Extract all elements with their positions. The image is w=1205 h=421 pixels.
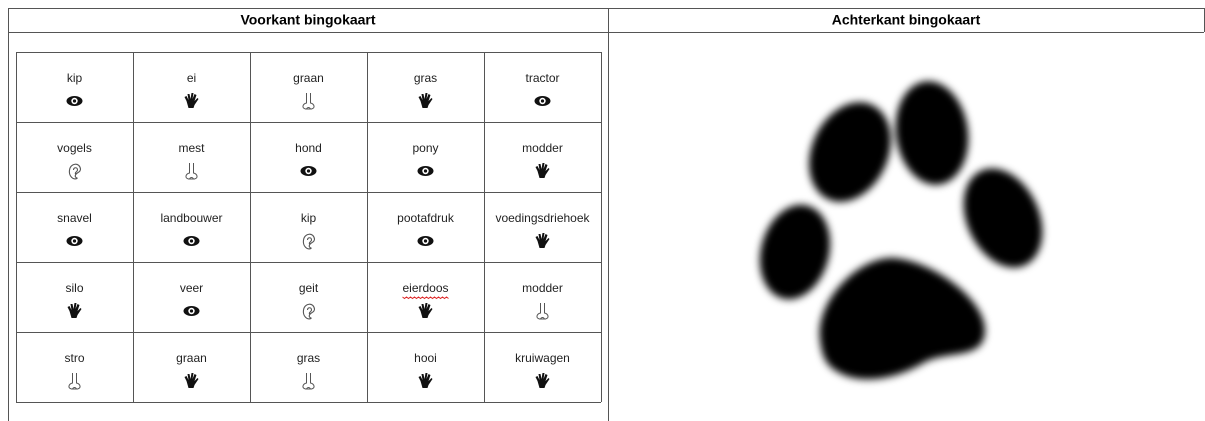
cell-word: geit [299, 281, 319, 295]
eye-pupil [72, 239, 77, 243]
hand-shape [535, 163, 550, 178]
cell-word: kip [301, 211, 317, 225]
hand-icon [418, 303, 433, 318]
nose-shape [185, 163, 198, 180]
eye-icon [66, 96, 83, 106]
eye-pupil [540, 99, 545, 103]
cell-word: gras [297, 351, 320, 365]
cell-word: gras [414, 71, 437, 85]
ear-icon [302, 303, 316, 320]
hand-shape [418, 93, 433, 108]
cell-word: snavel [57, 211, 92, 225]
ear-shape [68, 163, 82, 180]
cell-word: stro [64, 351, 84, 365]
eye-icon [417, 236, 434, 246]
eye-icon [66, 236, 83, 246]
cell-word: graan [293, 71, 324, 85]
eye-pupil [306, 169, 311, 173]
nose-shape [302, 93, 315, 110]
ear-icon [302, 233, 316, 250]
eye-icon [417, 166, 434, 176]
nose-icon [68, 373, 81, 390]
cell-word: mest [178, 141, 205, 155]
cell-word: vogels [57, 141, 92, 155]
cell-word: modder [522, 281, 563, 295]
cell-word: pony [412, 141, 438, 155]
cell-word: eierdoos [402, 281, 448, 295]
eye-icon [183, 306, 200, 316]
cell-word: silo [65, 281, 83, 295]
cell-word: ei [187, 71, 196, 85]
cell-word: graan [176, 351, 207, 365]
back-header: Achterkant bingokaart [832, 12, 981, 28]
nose-shape [68, 373, 81, 390]
hand-shape [184, 373, 199, 388]
hand-icon [184, 93, 199, 108]
cell-word: tractor [525, 71, 559, 85]
hand-icon [418, 93, 433, 108]
cell-word: hond [295, 141, 322, 155]
hand-shape [418, 373, 433, 388]
hand-shape [535, 373, 550, 388]
nose-icon [185, 163, 198, 180]
eye-pupil [189, 239, 194, 243]
hand-shape [67, 303, 82, 318]
spellcheck-squiggle [402, 296, 449, 300]
eye-pupil [189, 309, 194, 313]
nose-icon [302, 373, 315, 390]
eye-pupil [423, 239, 428, 243]
eye-icon [300, 166, 317, 176]
front-header: Voorkant bingokaart [240, 12, 375, 28]
nose-shape [536, 303, 549, 320]
hand-shape [184, 93, 199, 108]
eye-pupil [423, 169, 428, 173]
hand-icon [535, 233, 550, 248]
cell-word: veer [180, 281, 203, 295]
cell-word: kip [67, 71, 83, 85]
cell-word: pootafdruk [397, 211, 455, 225]
cell-word: hooi [414, 351, 437, 365]
eye-pupil [72, 99, 77, 103]
ear-icon [68, 163, 82, 180]
hand-icon [418, 373, 433, 388]
hand-icon [184, 373, 199, 388]
ear-shape [302, 303, 316, 320]
hand-icon [67, 303, 82, 318]
nose-icon [302, 93, 315, 110]
paw-print [759, 81, 1043, 380]
cell-word: voedingsdriehoek [495, 211, 590, 225]
hand-shape [535, 233, 550, 248]
cell-word: modder [522, 141, 563, 155]
nose-icon [536, 303, 549, 320]
eye-icon [534, 96, 551, 106]
nose-shape [302, 373, 315, 390]
cell-word: kruiwagen [515, 351, 570, 365]
cell-word: landbouwer [160, 211, 222, 225]
hand-icon [535, 163, 550, 178]
hand-icon [535, 373, 550, 388]
eye-icon [183, 236, 200, 246]
hand-shape [418, 303, 433, 318]
ear-shape [302, 233, 316, 250]
